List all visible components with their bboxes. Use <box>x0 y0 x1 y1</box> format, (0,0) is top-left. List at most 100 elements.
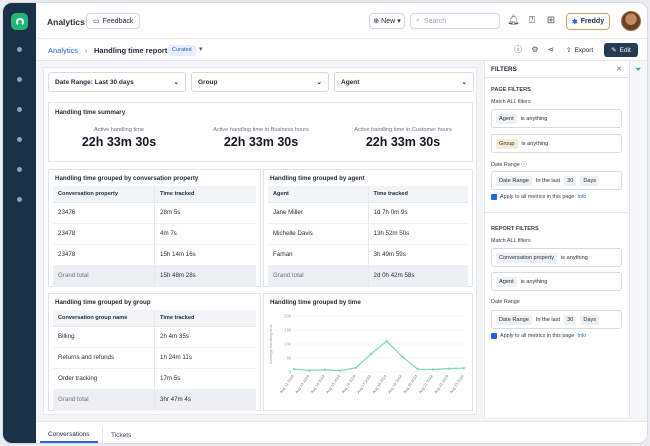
table-row: Farhan 3h 49m 59s <box>268 244 468 266</box>
filters-title: FILTERS <box>491 66 517 73</box>
date-range-select[interactable]: Date Range: Last 30 days ⌄ <box>48 72 186 92</box>
rail-nav-icon-5[interactable] <box>17 167 22 172</box>
apps-grid-icon[interactable]: ⊞ <box>546 15 556 26</box>
rail-nav-icon-6[interactable] <box>17 197 22 202</box>
date-range-label: Date Range ⓘ <box>491 162 527 168</box>
y-tick-label: 0 <box>289 370 292 375</box>
breadcrumb-separator: › <box>85 46 88 55</box>
freddy-button[interactable]: ✱ Freddy <box>566 13 610 30</box>
info-icon[interactable]: ⓘ <box>521 162 527 168</box>
page-title: Handling time report <box>94 46 168 55</box>
column-header[interactable]: Conversation group name <box>53 310 155 327</box>
x-tick-label: Aug 21 2024 <box>418 374 434 394</box>
y-tick-label: 15k <box>284 328 292 333</box>
y-tick-label: 10k <box>284 342 292 347</box>
filter-op: In the last <box>535 177 561 184</box>
x-tick-label: Aug 16 2024 <box>341 374 357 394</box>
apply-label: Apply to all metrics in this page <box>500 194 575 200</box>
column-header[interactable]: Time tracked <box>154 186 256 203</box>
date-range-label: Date Range <box>491 299 520 305</box>
new-label: New <box>381 17 396 25</box>
agent-select[interactable]: Agent ⌄ <box>334 72 474 92</box>
column-header[interactable]: Time tracked <box>154 310 256 327</box>
filter-op: is anything <box>561 254 588 261</box>
share-icon[interactable]: ⋖ <box>547 45 555 54</box>
table-row: Billing 2h 4m 35s <box>53 326 256 348</box>
stat-label: Active handling time <box>93 127 145 133</box>
page-date-filter[interactable]: Date Range In the last 30 Days <box>491 171 622 190</box>
x-tick-label: Aug 22 2024 <box>434 374 450 394</box>
rail-nav-icon-2[interactable] <box>17 77 22 82</box>
app-title: Analytics <box>47 17 85 27</box>
help-icon[interactable]: ⍰ <box>529 15 535 26</box>
tab-conversations[interactable]: Conversations <box>40 427 98 443</box>
filter-number[interactable]: 30 <box>564 314 577 325</box>
feedback-button[interactable]: ▭ Feedback <box>86 13 141 29</box>
info-link[interactable]: Info <box>577 333 587 339</box>
data-point <box>416 368 419 371</box>
apply-all-checkbox[interactable]: Apply to all metrics in this page Info <box>491 333 586 339</box>
export-button[interactable]: ⇧ Export <box>561 43 598 57</box>
page-filter-group[interactable]: Group is anything <box>491 134 622 153</box>
stat-value: 22h 33m 30s <box>365 135 441 149</box>
filter-side-strip: ⏷ <box>629 61 647 417</box>
data-point <box>400 355 404 358</box>
filter-unit[interactable]: Days <box>580 175 600 186</box>
edit-button[interactable]: ✎ Edit <box>604 43 638 57</box>
new-button[interactable]: ⊕ New ▾ <box>369 13 405 29</box>
checkbox-checked-icon[interactable] <box>491 333 497 339</box>
column-header[interactable]: Agent <box>268 186 369 203</box>
filter-field: Conversation property <box>496 252 558 263</box>
tab-tickets[interactable]: Tickets <box>102 427 139 443</box>
filter-number[interactable]: 30 <box>564 175 577 186</box>
stat-business: Active handling time in Business hours 2… <box>191 127 331 149</box>
close-icon[interactable]: ✕ <box>616 66 622 73</box>
checkbox-checked-icon[interactable] <box>491 194 497 200</box>
chevron-down-icon[interactable]: ▾ <box>199 46 203 53</box>
rail-nav-icon-1[interactable] <box>17 47 22 52</box>
report-canvas: Date Range: Last 30 days ⌄ Group ⌄ Agent… <box>43 67 477 415</box>
data-point <box>431 368 435 371</box>
filter-funnel-icon[interactable]: ⏷ <box>635 65 642 74</box>
help-circle-icon[interactable]: ⓘ <box>514 45 522 54</box>
report-date-filter[interactable]: Date Range In the last 30 Days <box>491 310 622 329</box>
report-filter-property[interactable]: Conversation property is anything <box>491 248 622 267</box>
grand-total-row: Grand total 2d 0h 42m 58s <box>268 265 468 287</box>
page-filter-agent[interactable]: Agent is anything <box>491 109 622 128</box>
breadcrumb-analytics-link[interactable]: Analytics <box>48 46 79 55</box>
pencil-icon: ✎ <box>611 47 617 54</box>
agent-table-title: Handling time grouped by agent <box>270 175 365 182</box>
x-tick-label: Aug 12 2024 <box>279 374 295 394</box>
info-link[interactable]: Info <box>577 194 587 200</box>
data-point <box>354 366 358 369</box>
x-tick-label: Aug 19 2024 <box>387 374 403 394</box>
rail-nav-icon-3[interactable] <box>17 107 22 112</box>
apply-all-checkbox[interactable]: Apply to all metrics in this page Info <box>491 194 586 200</box>
search-input[interactable]: ⌕ Search <box>410 13 500 29</box>
column-header[interactable]: Time tracked <box>368 186 468 203</box>
settings-icon[interactable]: ⚙ <box>531 45 539 54</box>
stat-label: Active handling time in Customer hours <box>354 127 452 133</box>
app-logo-icon[interactable] <box>11 13 28 30</box>
user-avatar[interactable] <box>621 11 641 31</box>
group-select[interactable]: Group ⌄ <box>191 72 329 92</box>
filter-field: Date Range <box>496 175 532 186</box>
left-rail <box>3 3 36 443</box>
date-range-value: Date Range: Last 30 days <box>55 78 134 86</box>
group-value: Group <box>198 78 218 86</box>
table-row: Jane Miller 1d 7h 0m 9s <box>268 202 468 224</box>
report-filter-agent[interactable]: Agent is anything <box>491 272 622 291</box>
data-point <box>447 367 450 370</box>
filter-field: Agent <box>496 276 517 287</box>
divider <box>485 77 629 78</box>
column-header[interactable]: Conversation property <box>53 186 155 203</box>
search-placeholder: Search <box>423 17 447 25</box>
rail-nav-icon-4[interactable] <box>17 137 22 142</box>
export-icon: ⇧ <box>566 47 572 54</box>
stat-value: 22h 33m 30s <box>81 135 157 149</box>
chevron-down-icon: ▾ <box>397 18 401 25</box>
bell-icon[interactable]: 🔔︎ <box>507 15 520 26</box>
filter-unit[interactable]: Days <box>580 314 600 325</box>
